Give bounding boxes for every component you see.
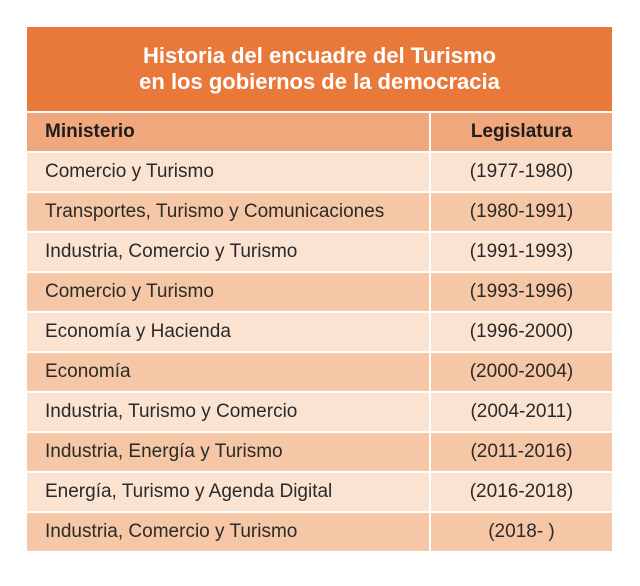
legislatura-cell: (2000-2004) [469,361,574,382]
legislatura-cell: (2004-2011) [470,401,573,422]
table-row: Economía y Hacienda (1996-2000) [27,313,612,353]
legislatura-cell: (1993-1996) [469,281,574,302]
ministerio-cell: Transportes, Turismo y Comunicaciones [27,193,431,231]
ministerio-cell: Industria, Turismo y Comercio [27,393,431,431]
table-row: Comercio y Turismo (1993-1996) [27,273,612,313]
table-row: Industria, Energía y Turismo (2011-2016) [27,433,612,473]
legislatura-cell: (1980-1991) [469,201,574,222]
table-row: Comercio y Turismo (1977-1980) [27,153,612,193]
column-header-legislatura: Legislatura [470,121,573,142]
ministerio-cell: Industria, Energía y Turismo [27,433,431,471]
ministerio-cell: Comercio y Turismo [27,153,431,191]
table-header-row: Ministerio Legislatura [27,113,612,153]
ministerio-cell: Comercio y Turismo [27,273,431,311]
column-header-ministerio: Ministerio [27,113,431,151]
table-row: Transportes, Turismo y Comunicaciones (1… [27,193,612,233]
table-row: Energía, Turismo y Agenda Digital (2016-… [27,473,612,513]
ministerio-cell: Economía [27,353,431,391]
ministerio-cell: Industria, Comercio y Turismo [27,233,431,271]
ministry-history-table: Historia del encuadre del Turismo en los… [27,27,612,551]
table-title-line-1: Historia del encuadre del Turismo [143,43,496,68]
legislatura-cell: (2011-2016) [470,441,573,462]
legislatura-cell: (2016-2018) [469,481,574,502]
ministerio-cell: Economía y Hacienda [27,313,431,351]
table-row: Industria, Comercio y Turismo (2018- ) [27,513,612,551]
table-row: Industria, Comercio y Turismo (1991-1993… [27,233,612,273]
legislatura-cell: (1977-1980) [469,161,574,182]
table-title-line-2: en los gobiernos de la democracia [139,69,500,94]
ministerio-cell: Energía, Turismo y Agenda Digital [27,473,431,511]
legislatura-cell: (2018- ) [488,521,555,542]
table-row: Economía (2000-2004) [27,353,612,393]
ministerio-cell: Industria, Comercio y Turismo [27,513,431,551]
table-title: Historia del encuadre del Turismo en los… [27,27,612,113]
legislatura-cell: (1991-1993) [469,241,574,262]
table-row: Industria, Turismo y Comercio (2004-2011… [27,393,612,433]
legislatura-cell: (1996-2000) [469,321,574,342]
